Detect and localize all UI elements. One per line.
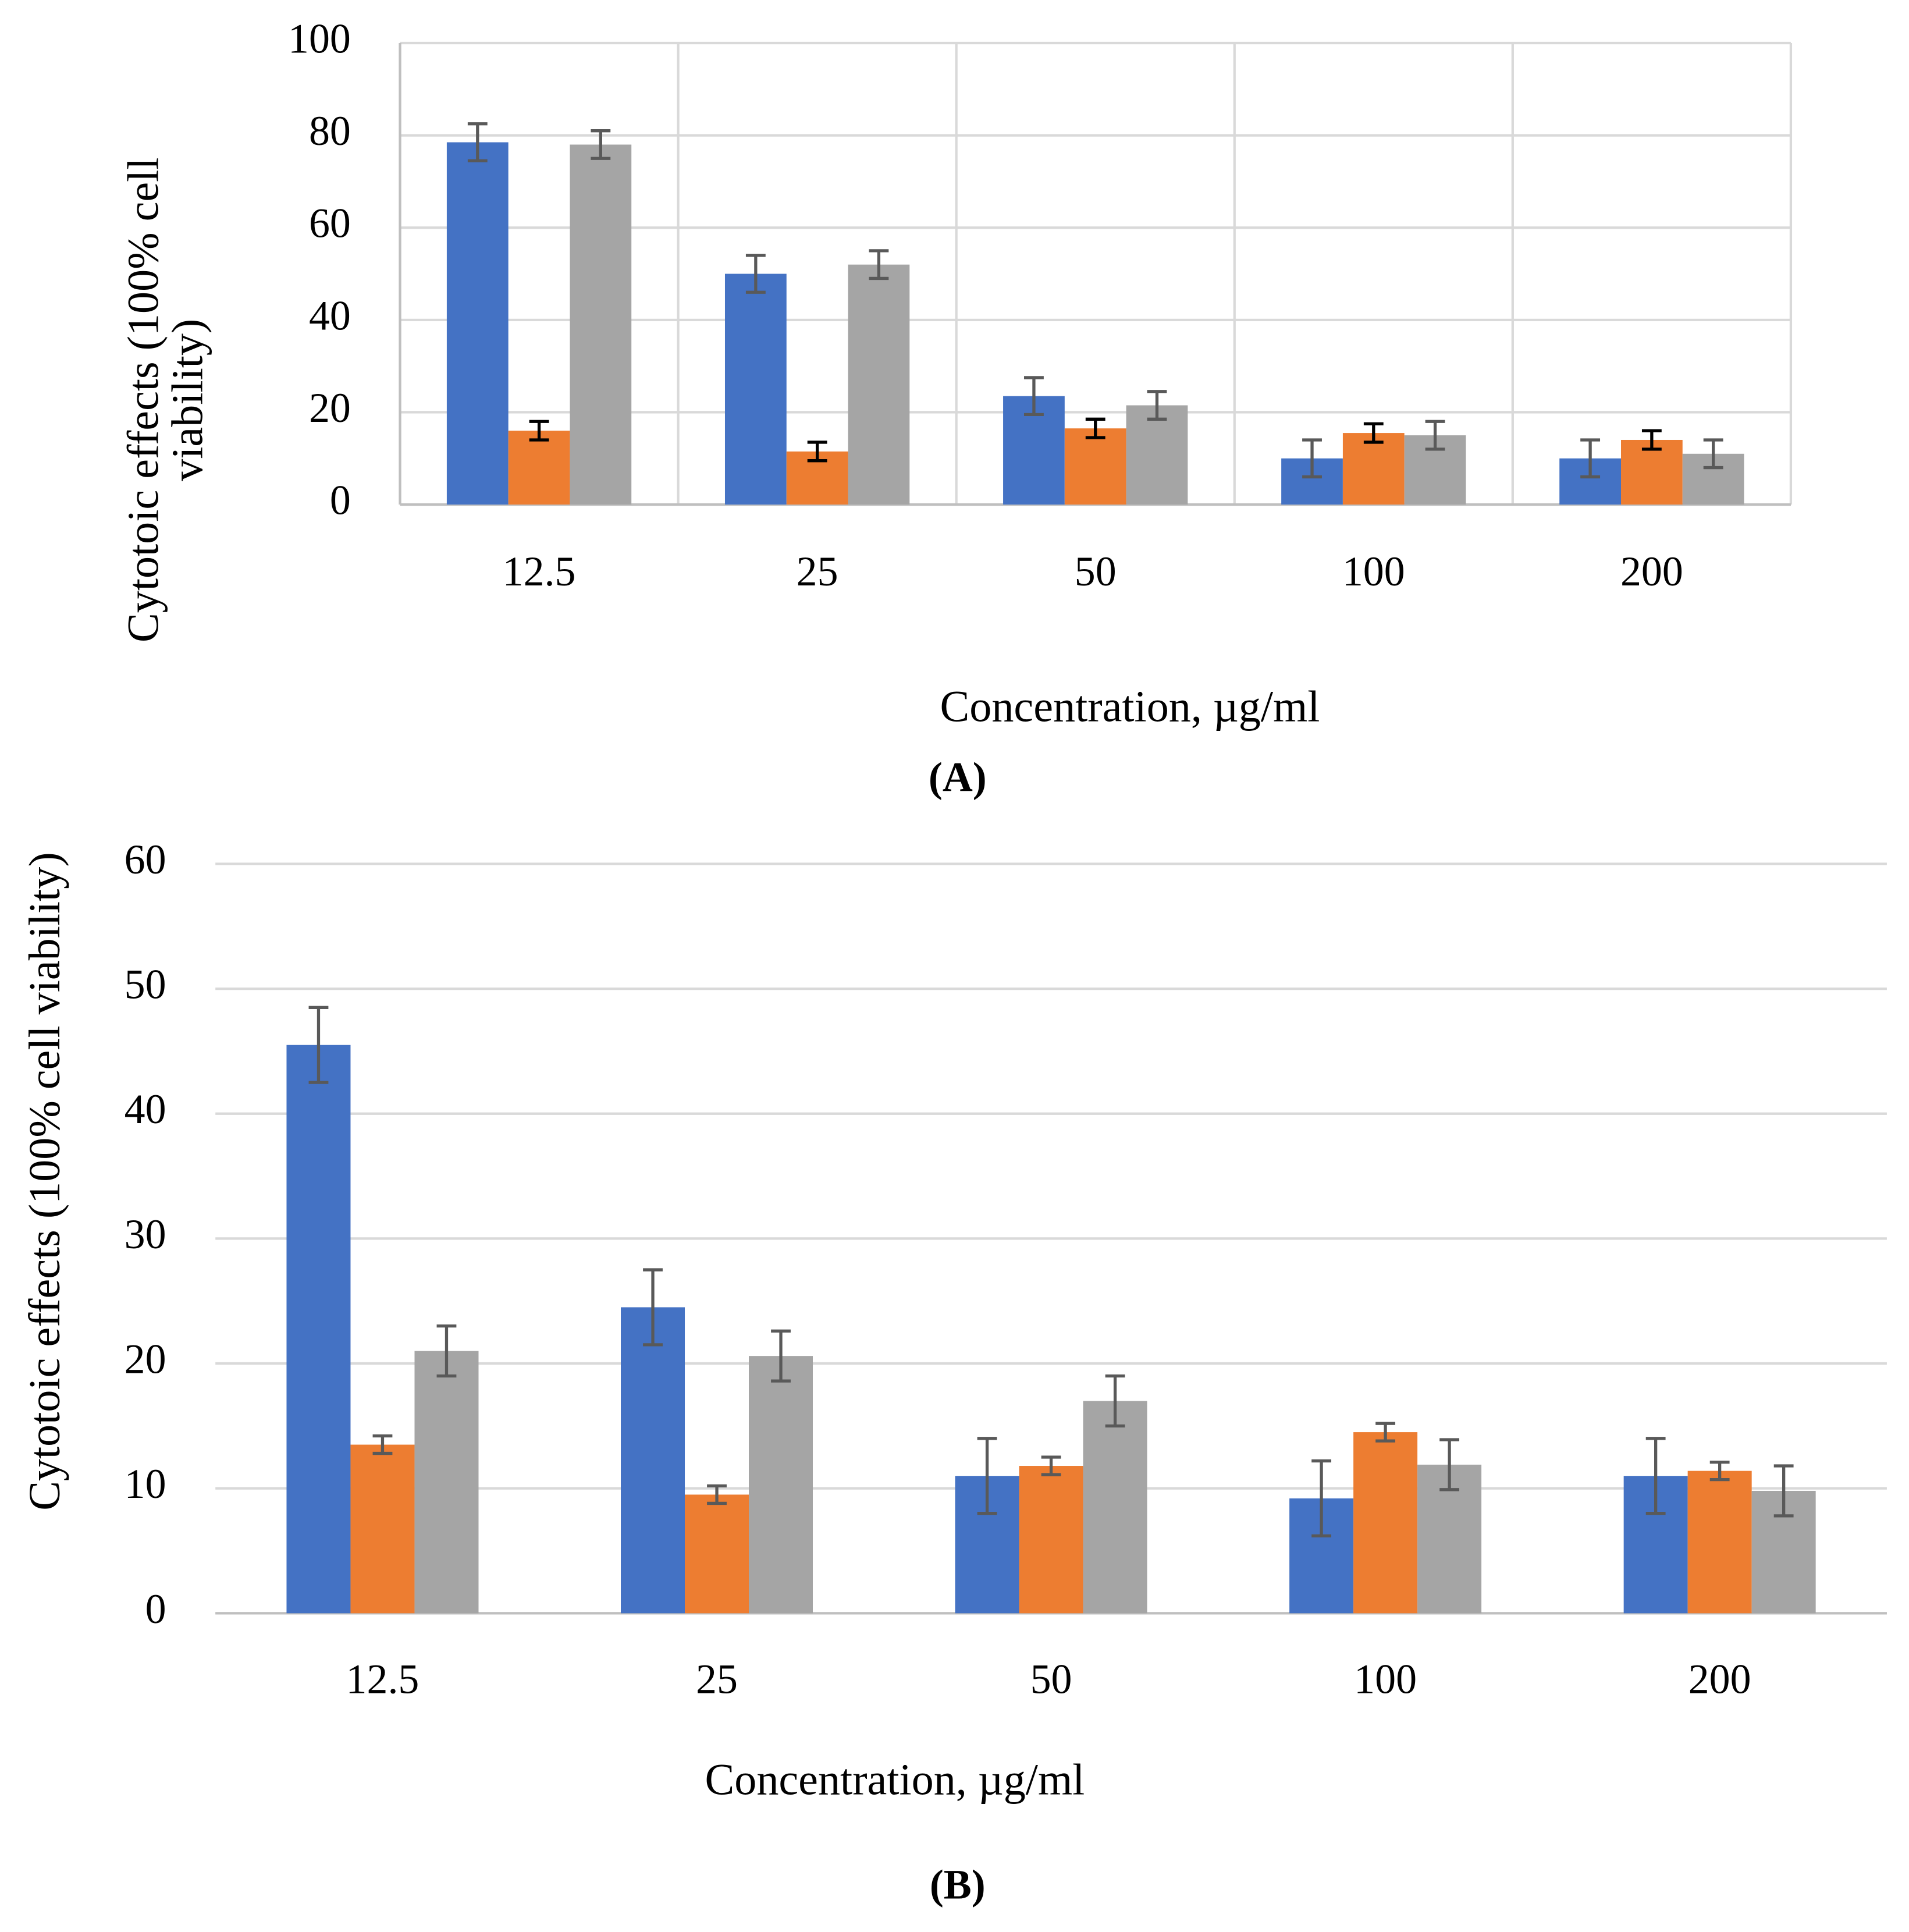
bar — [1083, 1401, 1147, 1614]
error-bar — [1147, 390, 1167, 421]
error-bar — [1375, 1422, 1396, 1443]
error-bar — [529, 420, 549, 442]
y-tick-label: 10 — [125, 1461, 166, 1507]
bar — [414, 1351, 479, 1614]
error-bar — [372, 1434, 393, 1455]
error-bar — [1439, 1438, 1460, 1491]
error-bar — [869, 249, 889, 280]
error-bar — [1363, 422, 1384, 444]
error-bar — [308, 1006, 329, 1084]
error-bar — [707, 1484, 727, 1505]
y-tick-label: 20 — [125, 1336, 166, 1383]
y-tick-label: 80 — [309, 108, 351, 154]
bar — [508, 431, 570, 505]
x-tick-label: 25 — [797, 548, 838, 595]
error-bar — [1580, 438, 1601, 479]
bar — [570, 144, 632, 505]
x-tick-label: 50 — [1030, 1656, 1072, 1702]
bar — [1064, 428, 1126, 505]
x-tick-label: 12.5 — [346, 1656, 420, 1702]
error-bar — [1311, 1459, 1332, 1537]
x-tick-label: 50 — [1075, 548, 1117, 595]
bar — [685, 1494, 749, 1614]
bar — [724, 274, 787, 505]
bar — [1342, 433, 1405, 505]
error-bar — [1645, 1437, 1666, 1515]
y-tick-label: 30 — [125, 1211, 166, 1258]
x-tick-label: 200 — [1620, 548, 1683, 595]
y-tick-label: 100 — [288, 16, 351, 62]
error-bar — [1641, 429, 1662, 451]
y-tick-label: 40 — [125, 1086, 166, 1132]
y-axis-title: Cytotoic effects (100% cell — [119, 158, 168, 642]
bar — [350, 1444, 415, 1614]
error-bar — [436, 1324, 457, 1378]
y-tick-label: 60 — [125, 836, 166, 883]
error-bar — [1773, 1464, 1794, 1518]
error-bar — [807, 441, 827, 463]
error-bar — [1425, 420, 1445, 451]
x-tick-label: 100 — [1354, 1656, 1417, 1702]
caption: (B) — [930, 1861, 986, 1908]
error-bar — [745, 254, 766, 294]
bar — [621, 1307, 685, 1614]
x-axis-title: Concentration, µg/ml — [940, 683, 1320, 731]
y-axis-title: Cytotoic effects (100% cell viability) — [20, 852, 69, 1510]
error-bar — [1703, 438, 1723, 470]
error-bar — [1105, 1374, 1125, 1427]
error-bar — [771, 1329, 791, 1383]
y-tick-label: 0 — [330, 477, 351, 524]
bar — [1687, 1471, 1752, 1614]
bar — [286, 1045, 351, 1614]
y-axis-title: viability) — [163, 319, 212, 481]
caption: (A) — [929, 754, 987, 800]
error-bar — [1709, 1460, 1730, 1482]
x-tick-label: 200 — [1688, 1656, 1751, 1702]
y-tick-label: 40 — [309, 292, 351, 339]
error-bar — [643, 1268, 663, 1347]
y-tick-label: 50 — [125, 961, 166, 1008]
error-bar — [1302, 438, 1322, 479]
error-bar — [1024, 376, 1044, 417]
bar — [749, 1356, 813, 1614]
y-tick-label: 20 — [309, 385, 351, 431]
bar — [1353, 1432, 1418, 1614]
x-tick-label: 12.5 — [503, 548, 576, 595]
bar — [1126, 405, 1188, 505]
error-bar — [1041, 1455, 1061, 1476]
bar — [848, 264, 910, 505]
y-tick-label: 0 — [145, 1586, 166, 1632]
error-bar — [467, 122, 488, 162]
error-bar — [591, 129, 611, 160]
x-tick-label: 25 — [696, 1656, 738, 1702]
x-axis-title: Concentration, µg/ml — [705, 1756, 1085, 1805]
bar — [446, 142, 509, 505]
error-bar — [1085, 417, 1105, 439]
error-bar — [977, 1437, 997, 1515]
bar — [1019, 1466, 1083, 1614]
x-tick-label: 100 — [1342, 548, 1405, 595]
y-tick-label: 60 — [309, 200, 351, 247]
